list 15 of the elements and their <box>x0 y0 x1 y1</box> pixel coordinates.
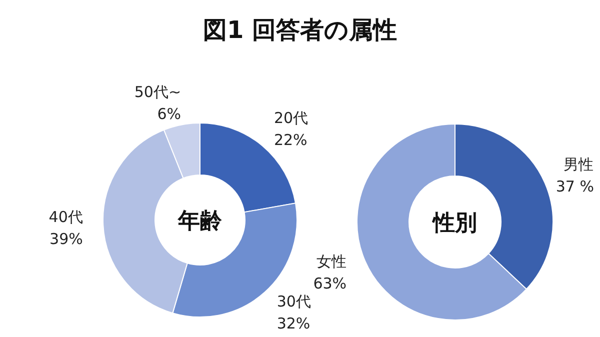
data-label: 6% <box>157 104 182 123</box>
slice-label: 30代 <box>276 292 311 310</box>
data-label: 63% <box>313 274 347 293</box>
caption: 図1 回答者の属性 <box>202 16 398 44</box>
text: 年齢 <box>177 209 223 234</box>
data-label: 39% <box>50 230 83 248</box>
data-label: 37 % <box>556 177 594 196</box>
data-label: 22% <box>274 131 308 150</box>
slice-label: 50代~ <box>134 82 182 101</box>
slice-label: 男性 <box>563 155 594 174</box>
slice-label: 女性 <box>316 252 347 271</box>
data-label: 32% <box>276 314 310 332</box>
slice-label: 20代 <box>274 109 308 128</box>
slice-label: 40代 <box>48 208 83 226</box>
text: 性別 <box>431 211 477 236</box>
